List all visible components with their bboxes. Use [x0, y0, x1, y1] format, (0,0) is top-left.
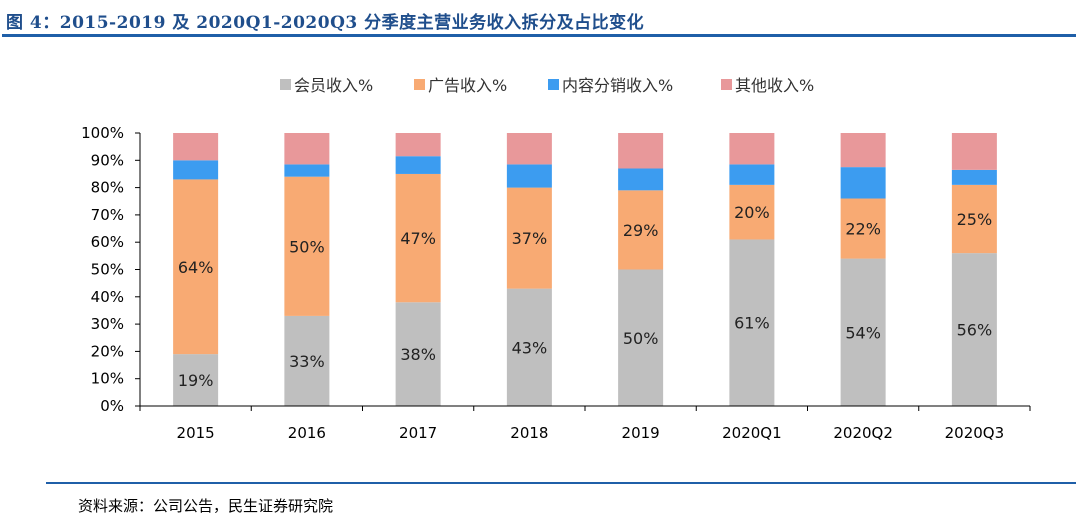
y-tick-label: 80% — [91, 179, 124, 197]
bar-segment — [951, 169, 997, 185]
data-label: 29% — [623, 221, 659, 240]
bar-segment — [284, 133, 330, 165]
bar-segment — [840, 198, 886, 259]
legend-swatch — [721, 79, 732, 90]
bar-segment — [840, 258, 886, 406]
stacked-bar-chart: 会员收入% 广告收入% 内容分销收入% 其他收入% 0% 10% 20% 30% 40% 50%… — [81, 76, 1031, 442]
bar-segment — [618, 168, 664, 191]
bar-segment — [951, 133, 997, 170]
bar-segment — [506, 164, 552, 188]
data-label: 56% — [957, 321, 993, 340]
bar-segment — [173, 179, 219, 355]
data-label: 61% — [734, 314, 770, 333]
bar-segment — [840, 167, 886, 199]
bar-segment — [618, 269, 664, 406]
data-label: 50% — [623, 329, 659, 348]
bar-segment — [506, 133, 552, 165]
bar-segment — [395, 302, 441, 406]
y-tick-label: 40% — [91, 288, 124, 306]
x-tick-label: 2020Q3 — [945, 424, 1005, 442]
bar-segment — [840, 133, 886, 168]
data-label: 19% — [178, 371, 214, 390]
x-tick-label: 2018 — [510, 424, 548, 442]
x-tick-label: 2020Q2 — [833, 424, 893, 442]
data-label: 38% — [400, 345, 436, 364]
x-tick-label: 2020Q1 — [722, 424, 782, 442]
bar-segment — [173, 160, 219, 180]
bar-segment — [618, 133, 664, 169]
y-tick-label: 100% — [81, 124, 124, 142]
source-rule — [46, 482, 1076, 484]
legend-label: 内容分销收入% — [562, 76, 673, 95]
bar-segment — [729, 239, 775, 406]
y-tick-label: 70% — [91, 206, 124, 224]
bar-segment — [729, 164, 775, 185]
data-label: 33% — [289, 352, 325, 371]
bar-segment — [951, 253, 997, 406]
data-label: 54% — [845, 323, 881, 342]
data-label: 50% — [289, 237, 325, 256]
chart-legend: 会员收入% 广告收入% 内容分销收入% 其他收入% — [280, 76, 814, 95]
data-label: 64% — [178, 258, 214, 277]
y-tick-label: 30% — [91, 315, 124, 333]
bars-area: 19% 64% 33% 50% 38% 47% 43% 37% 50% 29% 61% 20% 54% 2… — [173, 133, 997, 406]
bar-segment — [284, 315, 330, 406]
figure-title: 图 4：2015-2019 及 2020Q1-2020Q3 分季度主营业务收入拆… — [6, 13, 645, 33]
bar-segment — [284, 176, 330, 316]
data-label: 22% — [845, 220, 881, 239]
legend-label: 其他收入% — [735, 76, 814, 95]
bar-segment — [618, 190, 664, 270]
y-axis: 0% 10% 20% 30% 40% 50% 60% 70% 80% 90% 100% — [81, 124, 141, 415]
bar-segment — [284, 164, 330, 177]
bar-segment — [395, 133, 441, 157]
y-tick-label: 50% — [91, 261, 124, 279]
bar-segment — [395, 173, 441, 303]
legend-label: 广告收入% — [428, 76, 507, 95]
x-tick-label: 2016 — [288, 424, 326, 442]
x-axis: 2015 2016 2017 2018 2019 2020Q1 2020Q2 2020Q3 — [139, 405, 1031, 442]
legend-swatch — [548, 79, 559, 90]
data-label: 25% — [957, 210, 993, 229]
y-tick-label: 0% — [100, 397, 124, 415]
y-tick-label: 60% — [91, 233, 124, 251]
legend-label: 会员收入% — [294, 76, 373, 95]
bar-segment — [729, 184, 775, 240]
bar-segment — [729, 133, 775, 165]
source-note: 资料来源：公司公告，民生证券研究院 — [78, 497, 334, 515]
data-label: 47% — [400, 229, 436, 248]
x-tick-label: 2015 — [177, 424, 215, 442]
bar-segment — [506, 288, 552, 406]
x-tick-label: 2017 — [399, 424, 437, 442]
y-tick-label: 90% — [91, 151, 124, 169]
legend-swatch — [414, 79, 425, 90]
bar-segment — [951, 184, 997, 254]
x-tick-label: 2019 — [622, 424, 660, 442]
y-tick-label: 20% — [91, 342, 124, 360]
data-label: 20% — [734, 203, 770, 222]
bar-segment — [173, 133, 219, 161]
data-label: 37% — [512, 229, 548, 248]
bar-segment — [506, 187, 552, 289]
bar-segment — [173, 354, 219, 406]
bar-segment — [395, 156, 441, 174]
title-rule — [2, 34, 1076, 37]
y-tick-label: 10% — [91, 370, 124, 388]
legend-swatch — [280, 79, 291, 90]
data-label: 43% — [512, 338, 548, 357]
